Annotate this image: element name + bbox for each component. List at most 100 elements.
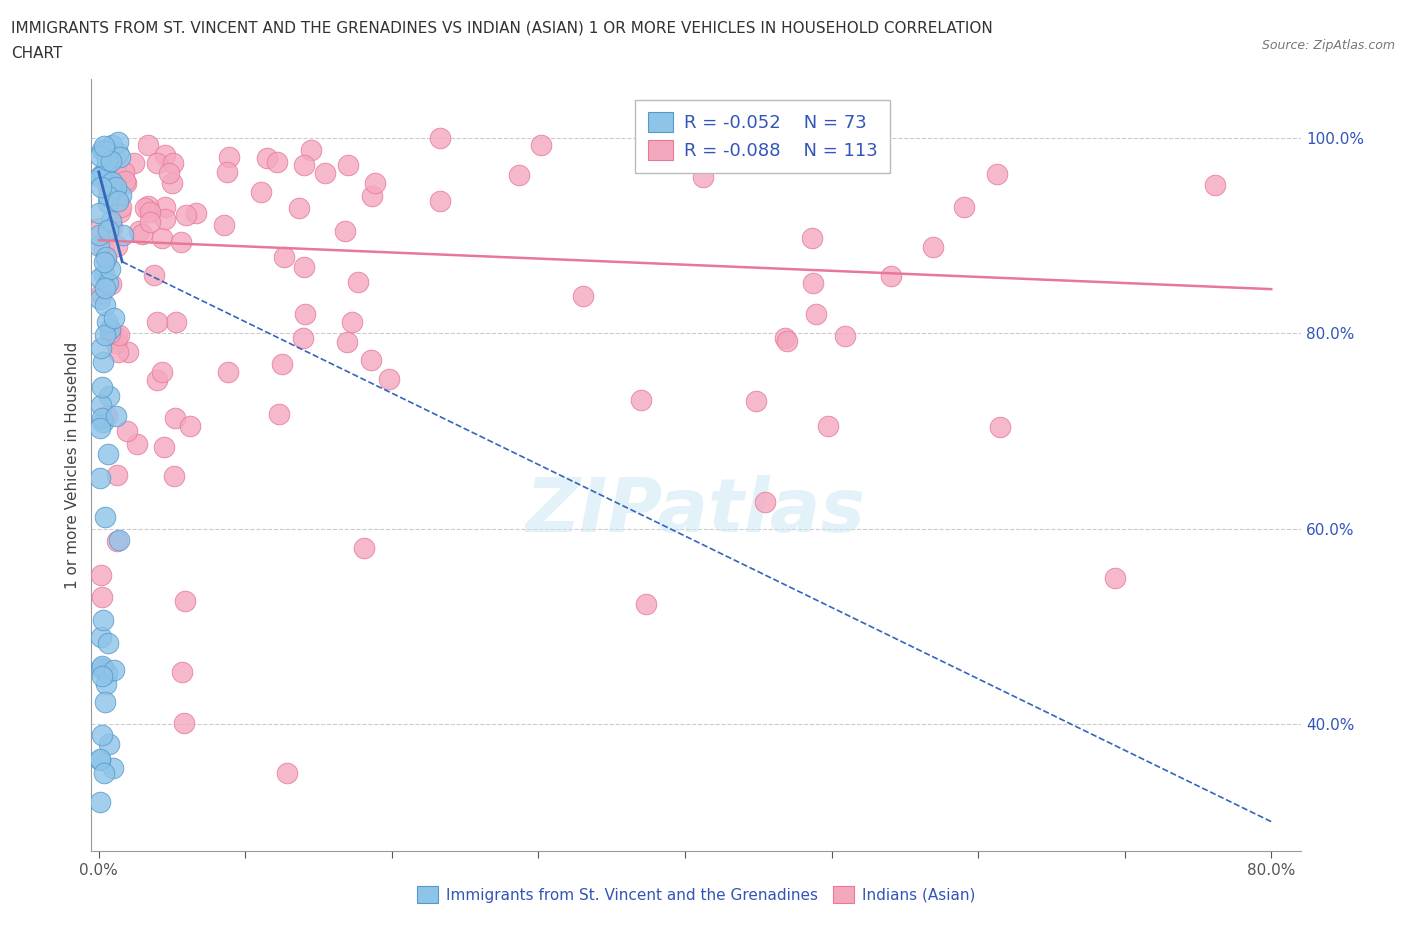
Point	[146, 373, 169, 388]
Point	[107, 344, 129, 359]
Point	[90, 660, 112, 675]
Point	[186, 206, 208, 220]
Point	[107, 532, 129, 547]
Point	[250, 185, 273, 200]
Point	[115, 423, 138, 438]
Point	[91, 380, 114, 395]
Point	[96, 666, 118, 681]
Point	[665, 150, 688, 165]
Point	[105, 408, 128, 423]
Point	[634, 596, 657, 611]
Point	[169, 234, 191, 249]
Point	[127, 436, 149, 451]
Point	[93, 354, 115, 369]
Point	[89, 149, 111, 164]
Point	[96, 153, 118, 167]
Point	[93, 661, 115, 676]
Point	[91, 166, 114, 181]
Point	[117, 344, 139, 359]
Point	[347, 274, 370, 289]
Point	[91, 727, 114, 742]
Point	[157, 166, 180, 180]
Point	[93, 267, 115, 282]
Point	[174, 207, 197, 222]
Point	[104, 163, 127, 178]
Text: Source: ZipAtlas.com: Source: ZipAtlas.com	[1261, 39, 1395, 52]
Point	[429, 130, 451, 145]
Point	[150, 365, 173, 379]
Point	[111, 228, 134, 243]
Point	[170, 665, 193, 680]
Point	[107, 193, 129, 208]
Point	[139, 214, 162, 229]
Point	[94, 298, 117, 312]
Point	[775, 333, 797, 348]
Point	[745, 394, 768, 409]
Point	[94, 327, 117, 342]
Point	[97, 179, 120, 194]
Text: CHART: CHART	[11, 46, 63, 61]
Point	[101, 174, 124, 189]
Point	[89, 471, 111, 485]
Point	[360, 352, 382, 367]
Point	[90, 179, 112, 194]
Point	[361, 189, 384, 204]
Point	[773, 331, 796, 346]
Point	[98, 261, 121, 276]
Point	[104, 179, 127, 194]
Point	[256, 151, 278, 166]
Point	[87, 238, 110, 253]
Text: ZIPatlas: ZIPatlas	[526, 475, 866, 548]
Point	[572, 288, 595, 303]
Point	[93, 255, 115, 270]
Point	[817, 418, 839, 433]
Point	[215, 165, 238, 179]
Point	[100, 213, 122, 228]
Point	[530, 138, 553, 153]
Point	[90, 630, 112, 644]
Point	[96, 144, 118, 159]
Point	[108, 327, 131, 342]
Point	[333, 224, 356, 239]
Point	[801, 275, 824, 290]
Point	[96, 408, 118, 423]
Point	[754, 495, 776, 510]
Point	[266, 155, 288, 170]
Point	[89, 220, 111, 235]
Point	[97, 276, 120, 291]
Point	[101, 761, 124, 776]
Point	[94, 510, 117, 525]
Point	[179, 418, 201, 433]
Point	[112, 165, 135, 179]
Point	[93, 241, 115, 256]
Point	[134, 201, 156, 216]
Point	[155, 200, 177, 215]
Point	[96, 314, 118, 329]
Point	[986, 167, 1008, 182]
Point	[89, 228, 111, 243]
Point	[94, 144, 117, 159]
Point	[165, 314, 187, 329]
Point	[1204, 178, 1226, 193]
Point	[136, 199, 159, 214]
Point	[128, 223, 150, 238]
Point	[97, 446, 120, 461]
Point	[292, 158, 315, 173]
Point	[136, 138, 159, 153]
Point	[801, 231, 824, 246]
Point	[267, 406, 290, 421]
Point	[97, 189, 120, 204]
Point	[162, 175, 184, 190]
Point	[89, 169, 111, 184]
Point	[87, 206, 110, 220]
Point	[105, 329, 128, 344]
Point	[89, 753, 111, 768]
Point	[94, 281, 117, 296]
Point	[98, 737, 121, 751]
Point	[90, 143, 112, 158]
Point	[342, 314, 364, 329]
Point	[89, 794, 111, 809]
Point	[145, 314, 167, 329]
Point	[93, 166, 115, 181]
Point	[294, 306, 316, 321]
